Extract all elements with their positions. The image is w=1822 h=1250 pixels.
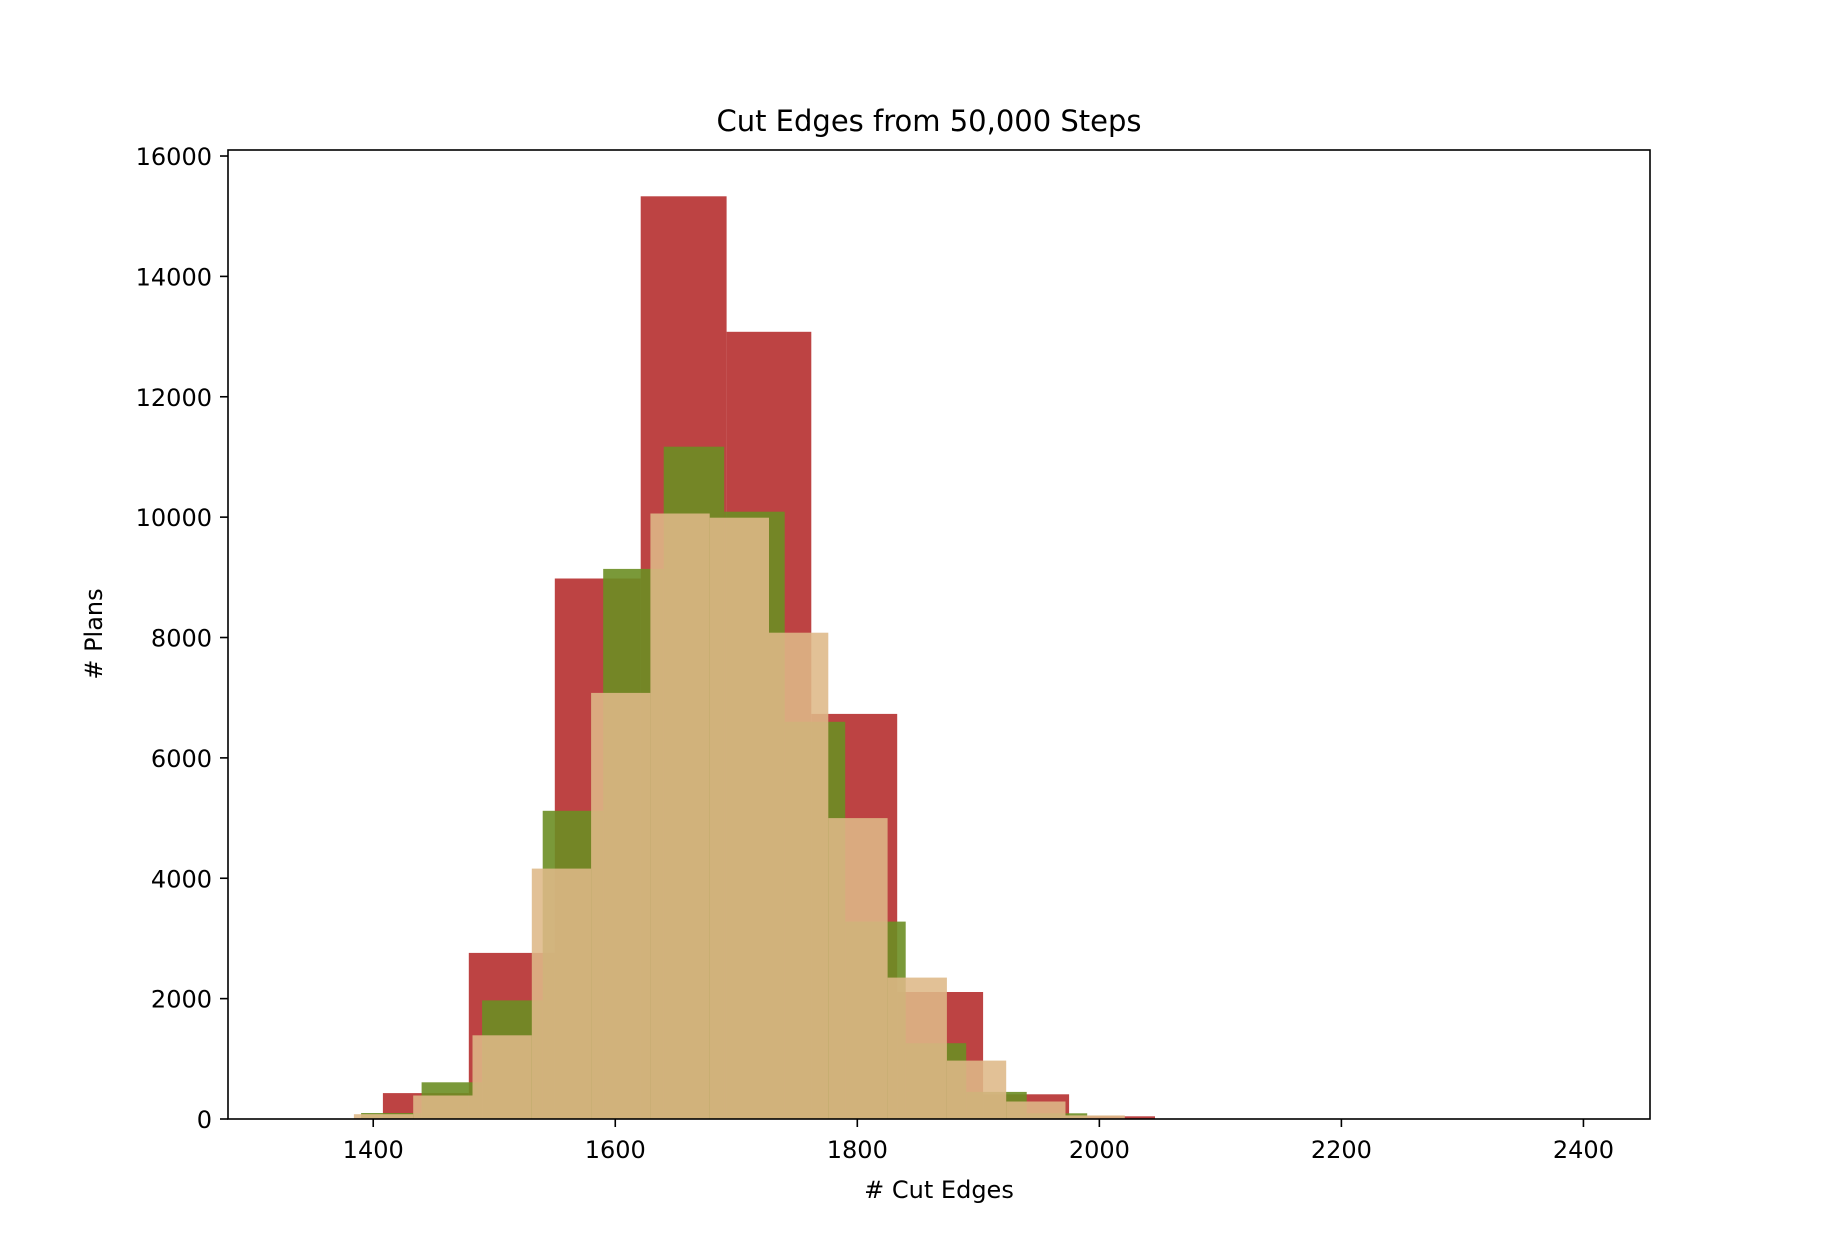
y-tick-label: 10000	[136, 504, 212, 532]
histogram-bar-series-3-bin-5	[591, 692, 651, 1119]
x-tick-label: 1400	[343, 1136, 404, 1164]
x-axis-label: # Cut Edges	[864, 1176, 1014, 1204]
histogram-bar-series-3-bin-1	[353, 1114, 414, 1119]
y-tick-label: 2000	[151, 986, 212, 1014]
bars-group	[353, 196, 1155, 1120]
y-tick-label: 0	[197, 1106, 212, 1134]
y-axis-label: # Plans	[80, 588, 108, 679]
x-tick-label: 1600	[585, 1136, 646, 1164]
x-tick-label: 2000	[1069, 1136, 1130, 1164]
histogram-bar-series-3-bin-13	[1065, 1115, 1125, 1119]
histogram-bar-series-3-bin-11	[946, 1060, 1007, 1119]
y-tick-label: 6000	[151, 745, 212, 773]
chart-title: Cut Edges from 50,000 Steps	[716, 104, 1141, 138]
plot-area: 1400 1600 1800 2000 2200 2400 0 2000 4000 6000 80…	[136, 143, 1651, 1164]
histogram-bar-series-3-bin-10	[887, 977, 947, 1119]
histogram-bar-series-3-bin-6	[650, 513, 710, 1119]
histogram-bar-series-3-bin-4	[531, 868, 592, 1119]
y-axis-ticks: 0 2000 4000 6000 8000 10000 12000 14000 16000	[136, 143, 228, 1134]
y-tick-label: 16000	[136, 143, 212, 171]
histogram-bar-series-3-bin-7	[709, 517, 769, 1119]
x-tick-label: 1800	[827, 1136, 888, 1164]
x-axis-ticks: 1400 1600 1800 2000 2200 2400	[343, 1119, 1614, 1164]
y-tick-label: 12000	[136, 384, 212, 412]
y-tick-label: 14000	[136, 263, 212, 291]
y-tick-label: 8000	[151, 625, 212, 653]
x-tick-label: 2200	[1311, 1136, 1372, 1164]
histogram-bar-series-3-bin-3	[472, 1035, 532, 1119]
y-tick-label: 4000	[151, 865, 212, 893]
x-tick-label: 2400	[1553, 1136, 1614, 1164]
histogram-bar-series-3-bin-9	[828, 818, 888, 1119]
histogram-bar-series-3-bin-2	[413, 1095, 473, 1119]
histogram-bar-series-3-bin-12	[1006, 1101, 1066, 1119]
plot-frame	[227, 149, 1651, 1120]
histogram-bar-series-3-bin-8	[769, 632, 829, 1119]
